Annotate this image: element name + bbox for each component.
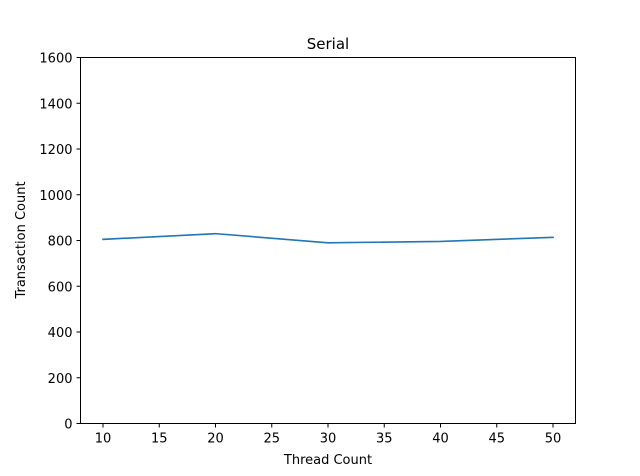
y-tick-label: 200 xyxy=(48,372,73,387)
series-line xyxy=(102,232,554,244)
y-tick-label: 1200 xyxy=(39,143,72,158)
y-tick-label: 1600 xyxy=(39,52,72,67)
x-tick-label: 40 xyxy=(432,432,449,447)
y-axis-title: Transaction Count xyxy=(14,181,29,299)
x-tick-label: 10 xyxy=(95,432,112,447)
y-tick-label: 0 xyxy=(64,418,72,433)
y-tick-label: 800 xyxy=(48,235,73,250)
plot-area-frame xyxy=(80,57,576,424)
x-tick-label: 35 xyxy=(376,432,393,447)
x-tick-label: 25 xyxy=(263,432,280,447)
x-tick-label: 45 xyxy=(488,432,505,447)
x-axis-title: Thread Count xyxy=(283,453,372,468)
y-tick-label: 600 xyxy=(48,280,73,295)
chart-title: Serial xyxy=(307,35,349,53)
x-tick-label: 50 xyxy=(545,432,562,447)
x-tick-label: 30 xyxy=(320,432,337,447)
axis-ticks: 10 15 20 25 30 35 40 45 50 0 200 400 600 800 1000 1200 1… xyxy=(39,52,561,447)
series-layer xyxy=(102,232,554,244)
x-tick-label: 20 xyxy=(207,432,224,447)
x-tick-label: 15 xyxy=(151,432,168,447)
y-tick-label: 1000 xyxy=(39,189,72,204)
y-tick-label: 400 xyxy=(48,326,73,341)
y-tick-label: 1400 xyxy=(39,97,72,112)
